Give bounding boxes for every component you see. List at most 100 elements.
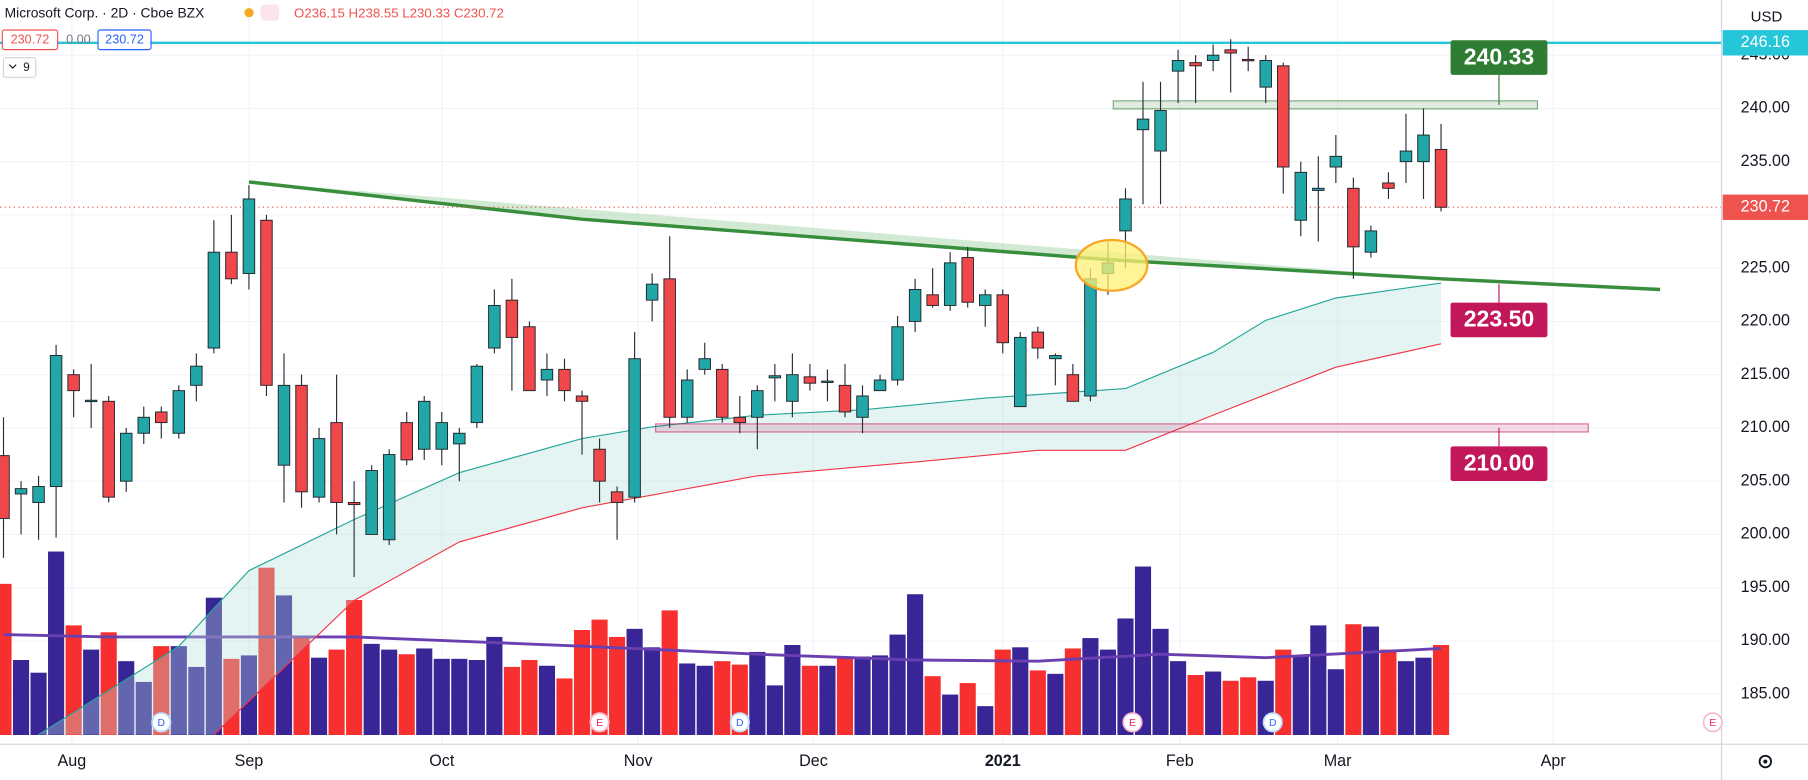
volume-bar bbox=[556, 678, 573, 735]
y-tick-label: 210.00 bbox=[1741, 418, 1790, 436]
level-zone bbox=[1112, 100, 1539, 110]
volume-bar bbox=[503, 666, 520, 735]
volume-bar bbox=[573, 630, 591, 735]
volume-bar bbox=[1169, 661, 1187, 735]
candle-body bbox=[155, 411, 168, 424]
candle-body bbox=[680, 379, 694, 418]
volume-bar bbox=[12, 660, 30, 735]
candle-body bbox=[49, 355, 63, 487]
symbol-title[interactable]: Microsoft Corp. · 2D · Cboe BZX bbox=[5, 4, 205, 20]
candle-body bbox=[1189, 62, 1202, 67]
candle-body bbox=[382, 454, 396, 541]
volume-bar bbox=[416, 648, 433, 735]
candle-body bbox=[1084, 278, 1097, 397]
candle-body bbox=[698, 358, 711, 370]
candle-body bbox=[1347, 187, 1360, 248]
volume-bar bbox=[889, 634, 906, 735]
volume-bar bbox=[942, 694, 959, 735]
bid-value: 230.72 bbox=[11, 33, 50, 47]
candle-body bbox=[137, 416, 150, 434]
volume-bar bbox=[205, 597, 222, 735]
candle-body bbox=[523, 326, 536, 392]
volume-bar bbox=[626, 628, 643, 735]
candle-body bbox=[0, 455, 10, 519]
candle-body bbox=[786, 374, 799, 402]
volume-bar bbox=[83, 649, 100, 735]
currency-box bbox=[1741, 9, 1794, 30]
price-line-label: 230.72 bbox=[1741, 198, 1790, 216]
settings-icon[interactable] bbox=[1758, 754, 1773, 769]
level-label-box bbox=[1450, 302, 1548, 338]
event-label: D bbox=[158, 718, 165, 729]
volume-bar bbox=[994, 649, 1011, 735]
candle-body bbox=[593, 448, 606, 482]
volume-bar bbox=[696, 665, 713, 735]
candle-body bbox=[1364, 230, 1378, 253]
status-icon[interactable] bbox=[244, 8, 254, 18]
candle-body bbox=[1241, 58, 1255, 62]
candle-body bbox=[1329, 155, 1343, 168]
volume-bar bbox=[381, 649, 398, 735]
bid-badge[interactable] bbox=[1, 29, 59, 51]
volume-bar bbox=[907, 594, 924, 735]
axis-layer: 185.00 190.00 195.00 200.00 205.00 210.00 215.… bbox=[58, 30, 1808, 770]
volume-ma-line bbox=[3, 633, 1442, 663]
candle-body bbox=[1154, 110, 1167, 152]
candle-body bbox=[1277, 65, 1290, 168]
price-line-badge bbox=[1722, 30, 1808, 56]
y-tick-label: 195.00 bbox=[1741, 578, 1790, 596]
candle-body bbox=[32, 486, 45, 503]
event-label: E bbox=[1129, 718, 1136, 729]
event-marker[interactable] bbox=[729, 712, 750, 733]
volume-bar bbox=[538, 665, 556, 735]
candle-body bbox=[14, 488, 28, 495]
volume-bar bbox=[1345, 624, 1362, 735]
candle-body bbox=[67, 374, 80, 392]
candle-body bbox=[1171, 60, 1185, 72]
spread-value: 0.00 bbox=[66, 33, 91, 47]
volume-bar bbox=[48, 551, 65, 735]
volume-bar bbox=[118, 661, 135, 735]
candle-body bbox=[645, 283, 659, 301]
volume-bar bbox=[1205, 671, 1222, 735]
volume-bar bbox=[1310, 625, 1327, 735]
event-marker[interactable] bbox=[1122, 712, 1143, 733]
event-marker[interactable] bbox=[151, 712, 172, 733]
level-label: 210.00 bbox=[1464, 449, 1534, 475]
volume-bar bbox=[1134, 566, 1152, 735]
ask-badge[interactable] bbox=[97, 29, 152, 51]
event-label: D bbox=[736, 718, 743, 729]
trendline bbox=[248, 180, 1661, 292]
y-tick-label: 205.00 bbox=[1741, 471, 1790, 489]
candle-body bbox=[295, 384, 308, 493]
volume-bar bbox=[451, 658, 468, 735]
level-zone bbox=[655, 423, 1589, 433]
volume-bar bbox=[924, 676, 941, 735]
event-marker[interactable] bbox=[589, 712, 610, 733]
candle-body bbox=[242, 198, 256, 274]
volume-bar bbox=[679, 663, 696, 735]
indicator-toggle[interactable] bbox=[2, 57, 37, 78]
ohlc-legend: O236.15 H238.55 L230.33 C230.72 bbox=[294, 5, 504, 20]
x-tick-label: Sep bbox=[235, 752, 264, 770]
candle-body bbox=[1434, 148, 1448, 208]
currency[interactable]: USD bbox=[1751, 8, 1783, 25]
volume-bar bbox=[959, 683, 976, 735]
candle-body bbox=[505, 299, 519, 338]
candle-body bbox=[768, 375, 782, 379]
volume-bar bbox=[223, 658, 240, 735]
candle-body bbox=[190, 365, 203, 386]
status-icon[interactable] bbox=[260, 4, 280, 21]
candle-body bbox=[1206, 54, 1220, 61]
volume-bar bbox=[1292, 655, 1309, 735]
volume-bar bbox=[486, 636, 503, 735]
event-marker[interactable] bbox=[1262, 712, 1283, 733]
volume-bar bbox=[1222, 680, 1239, 735]
candle-body bbox=[470, 365, 484, 424]
volume-bar bbox=[30, 672, 47, 735]
x-tick-label: Mar bbox=[1324, 752, 1352, 770]
x-tick-label: 2021 bbox=[985, 752, 1021, 770]
gear[interactable] bbox=[1758, 754, 1773, 769]
highlight-ellipse bbox=[1074, 238, 1149, 292]
event-marker[interactable] bbox=[1702, 712, 1723, 733]
